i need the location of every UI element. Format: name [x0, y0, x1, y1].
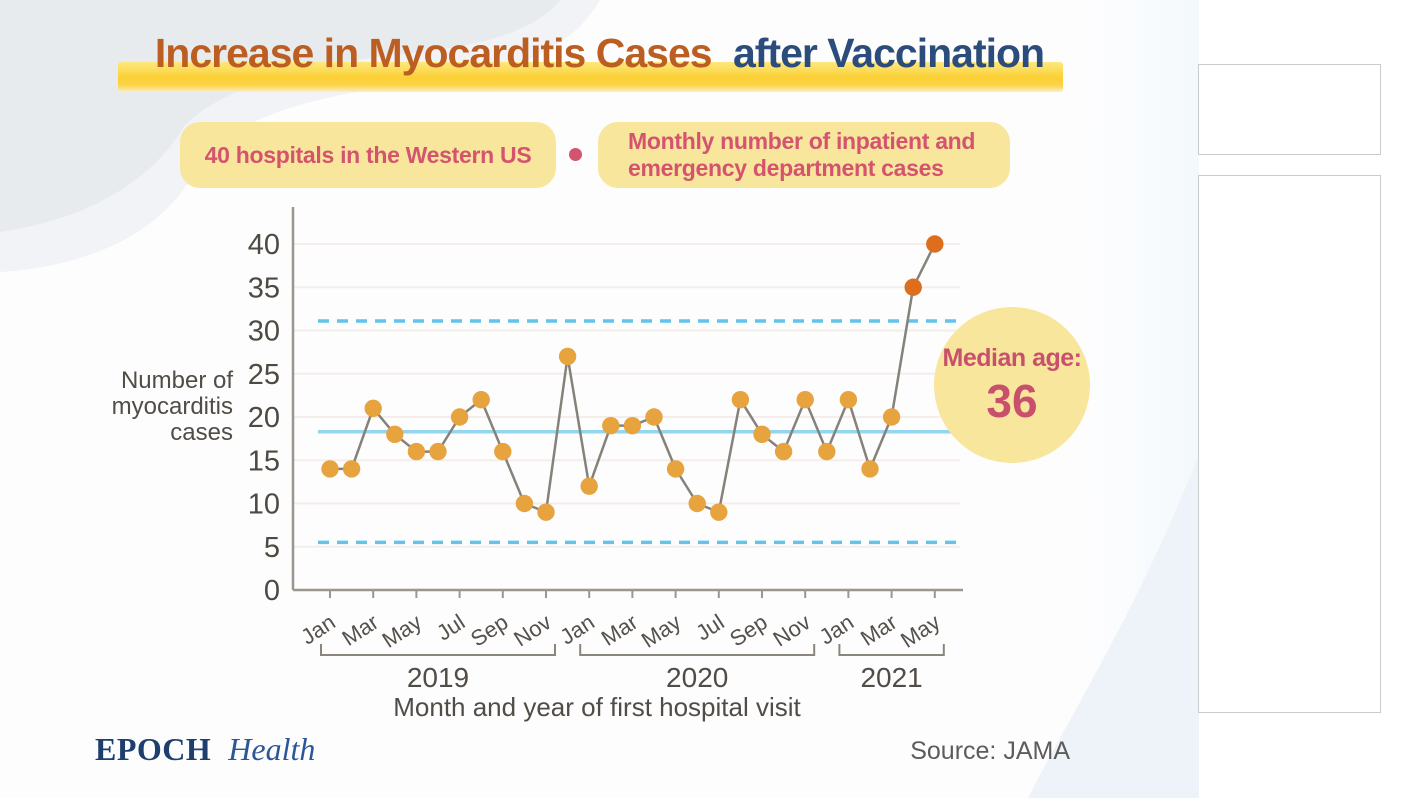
data-point-Jan-2021	[839, 391, 858, 409]
data-point-Oct-2019	[515, 494, 534, 513]
data-point-Jul-2019	[450, 408, 469, 426]
year-label-2021: 2021	[860, 662, 922, 693]
y-tick-label-40: 40	[248, 229, 280, 261]
source-credit: Source: JAMA	[910, 737, 1070, 765]
y-tick-label-25: 25	[248, 359, 280, 391]
x-tick-label-24: Jan	[815, 609, 858, 649]
subtitle-badge-monthly-line1: Monthly number of inpatient and	[628, 128, 976, 154]
infographic-canvas: Increase in Myocarditis Cases after Vacc…	[0, 0, 1199, 798]
gray-blob-dark	[0, 0, 560, 232]
y-tick-label-15: 15	[248, 445, 280, 477]
data-point-Mar-2021	[882, 408, 901, 426]
data-point-Apr-2020	[645, 408, 663, 426]
y-tick-label-35: 35	[248, 272, 280, 304]
year-bracket-2021	[838, 644, 945, 656]
title-main: Increase in Myocarditis Cases	[154, 30, 713, 76]
data-point-Mar-2020	[623, 416, 642, 435]
side-panel-card-2	[1198, 175, 1381, 713]
subtitle-badge-monthly-line2: emergency department cases	[628, 155, 944, 181]
x-tick-label-8: Sep	[466, 609, 512, 651]
data-point-Dec-2020	[818, 442, 836, 461]
median-age-badge: Median age: 36	[934, 307, 1090, 463]
data-point-Jun-2019	[429, 442, 447, 461]
brand-epoch: EPOCH	[95, 731, 212, 767]
title-accent: after Vaccination	[732, 30, 1045, 76]
x-tick-label-28: May	[896, 609, 944, 653]
year-bracket-2020	[579, 644, 816, 656]
x-tick-label-16: May	[637, 609, 685, 653]
title-underline-bar	[118, 62, 1063, 92]
x-tick-label-6: Jul	[432, 609, 469, 645]
data-point-Oct-2020	[774, 442, 793, 461]
subtitle-badge-monthly: Monthly number of inpatient and emergenc…	[598, 122, 1010, 188]
x-tick-label-14: Mar	[597, 609, 642, 651]
median-age-label: Median age:	[942, 344, 1082, 372]
data-point-Feb-2021	[861, 460, 879, 478]
y-tick-label-10: 10	[248, 489, 280, 521]
data-point-May-2020	[666, 460, 685, 478]
data-point-Nov-2020	[796, 391, 814, 409]
y-axis-title-line3: cases	[170, 419, 233, 446]
data-line	[330, 243, 936, 514]
x-axis-title: Month and year of first hospital visit	[393, 692, 801, 722]
y-tick-label-30: 30	[248, 316, 280, 348]
data-point-Feb-2019	[342, 460, 361, 478]
side-panel-card-1	[1198, 64, 1381, 155]
data-point-May-2019	[407, 442, 426, 461]
data-point-Jan-2020	[580, 477, 598, 495]
x-tick-label-2: Mar	[338, 609, 383, 651]
data-point-May-2021	[926, 235, 944, 253]
data-point-Sep-2019	[494, 442, 512, 461]
data-point-Nov-2019	[537, 503, 555, 521]
data-point-Jul-2020	[710, 503, 728, 521]
x-tick-label-26: Mar	[856, 609, 901, 651]
year-label-2019: 2019	[407, 662, 469, 693]
data-point-Apr-2019	[386, 425, 404, 443]
x-tick-label-22: Nov	[768, 609, 814, 651]
y-tick-label-0: 0	[264, 575, 280, 607]
brand-logo: EPOCH Health	[95, 731, 315, 768]
y-axis-title-line1: Number of	[121, 367, 233, 394]
data-point-Jun-2020	[688, 494, 706, 513]
x-tick-label-18: Jul	[691, 609, 728, 645]
data-point-Jan-2019	[321, 460, 339, 478]
page-title: Increase in Myocarditis Cases after Vacc…	[0, 30, 1199, 76]
data-point-Apr-2021	[904, 278, 922, 296]
blue-blob	[1028, 455, 1199, 798]
subtitle-badge-hospitals-text: 40 hospitals in the Western US	[204, 141, 532, 168]
data-point-Dec-2019	[558, 347, 577, 366]
separator-dot-icon	[569, 148, 582, 161]
x-tick-label-20: Sep	[725, 609, 771, 651]
y-tick-label-5: 5	[264, 532, 280, 564]
x-tick-label-10: Nov	[509, 609, 555, 651]
year-bracket-2019	[320, 644, 556, 656]
x-tick-label-12: Jan	[556, 609, 599, 649]
brand-health: Health	[228, 731, 316, 767]
data-point-Mar-2019	[364, 399, 382, 418]
data-point-Aug-2020	[731, 391, 750, 409]
subtitle-badge-hospitals: 40 hospitals in the Western US	[180, 122, 556, 188]
data-point-Aug-2019	[472, 391, 490, 409]
x-tick-label-0: Jan	[296, 609, 339, 649]
y-axis-title-line2: myocarditis	[112, 393, 233, 420]
median-age-value: 36	[986, 375, 1038, 427]
y-tick-label-20: 20	[248, 402, 280, 434]
year-label-2020: 2020	[666, 662, 728, 693]
data-point-Sep-2020	[753, 425, 771, 443]
data-point-Feb-2020	[602, 416, 620, 435]
x-tick-label-4: May	[378, 609, 426, 653]
